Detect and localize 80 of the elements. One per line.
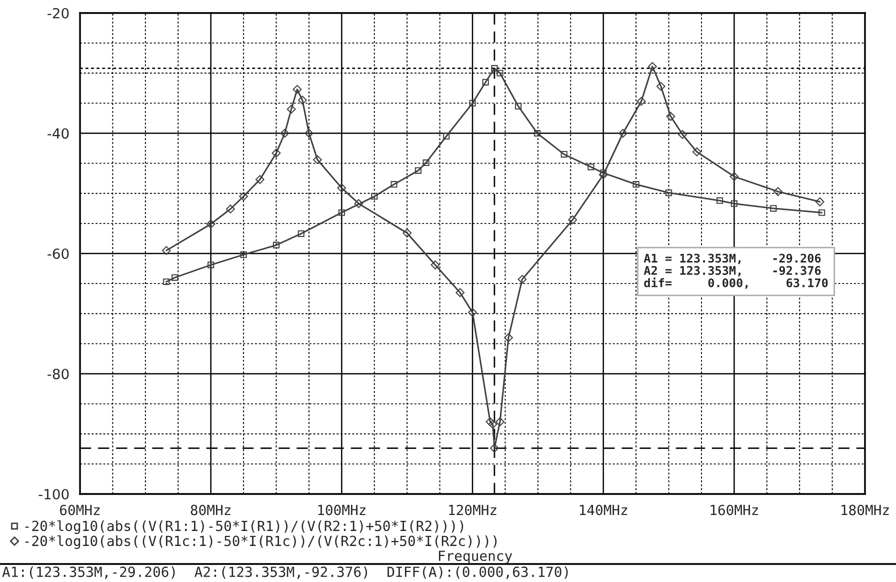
point: [456, 288, 465, 298]
point: [534, 130, 541, 137]
y-tick-label: -80: [48, 368, 69, 380]
point: [490, 444, 499, 453]
annotation: A1 = 123.353M, -29.206 A2 = 123.353M, -92.376 dif= 0.000, 63.170: [644, 254, 828, 289]
point: [488, 420, 498, 429]
x-axis-title: Frequency: [438, 550, 512, 564]
point: [666, 112, 676, 121]
point: [371, 193, 378, 200]
point: [730, 172, 739, 181]
point: [272, 148, 281, 158]
point: [815, 197, 824, 206]
point: [636, 96, 646, 106]
point: [338, 209, 345, 216]
point: [632, 181, 640, 188]
point: [298, 230, 304, 237]
x-tick-label: 100MHz: [318, 504, 366, 516]
point: [514, 102, 522, 110]
y-tick-label: -40: [48, 128, 69, 139]
point: [162, 246, 171, 255]
point: [354, 199, 364, 208]
point: [678, 130, 687, 139]
point: [648, 62, 657, 71]
point: [568, 215, 578, 224]
x-tick-label: 120MHz: [449, 504, 496, 516]
point: [255, 175, 264, 184]
text: A1:(123.353M,-29.206) A2:(123.353M,-92.376) DIFF(A):(0.000,63.170): [2, 566, 568, 579]
point: [468, 308, 477, 317]
point: [206, 220, 216, 228]
point: [496, 70, 504, 76]
point: [414, 167, 422, 174]
legend-label: -20*log10(abs((V(R1c:1)-50*I(R1c))/(V(R2c:1)+50*I(R2c)))): [25, 535, 497, 549]
point: [298, 96, 307, 105]
point: [208, 262, 214, 268]
point: [774, 187, 782, 196]
point: [656, 82, 666, 91]
point: [443, 132, 450, 140]
point: [469, 100, 476, 106]
point: [818, 209, 826, 216]
point: [496, 417, 504, 426]
point: [770, 205, 777, 212]
point: [716, 197, 724, 204]
point: [665, 189, 672, 196]
point: [240, 251, 247, 258]
point: [280, 128, 290, 138]
x-tick-label: 60MHz: [60, 504, 100, 516]
point: [588, 164, 594, 170]
point: [402, 228, 412, 238]
point: [239, 192, 248, 201]
point: [304, 128, 314, 138]
point: [390, 181, 398, 188]
point: [422, 159, 430, 166]
point: [430, 260, 440, 270]
point: [313, 155, 322, 164]
y-tick-label: -20: [48, 8, 69, 18]
point: [292, 84, 302, 94]
point: [272, 242, 280, 248]
point: [286, 104, 296, 114]
legend-label: -20*log10(abs((V(R1:1)-50*I(R1))/(V(R2:1)+50*I(R2)))): [25, 520, 464, 534]
x-tick-label: 160MHz: [710, 504, 758, 516]
point: [730, 200, 738, 207]
point: [560, 150, 568, 158]
point: [518, 274, 527, 284]
point: [598, 170, 608, 180]
point: [692, 147, 702, 156]
point: [226, 204, 235, 214]
x-tick-label: 180MHz: [842, 504, 889, 516]
point: [482, 78, 489, 86]
point: [491, 65, 498, 72]
x-tick-label: 140MHz: [580, 504, 628, 516]
point: [163, 278, 170, 286]
point: [618, 128, 628, 138]
point: [504, 333, 513, 342]
x-tick-label: 80MHz: [190, 504, 230, 516]
point: [600, 170, 607, 176]
point: [337, 184, 346, 192]
y-tick-label: -60: [48, 248, 69, 259]
point: [486, 417, 495, 426]
point: [172, 274, 178, 281]
y-tick-label: -100: [38, 488, 69, 500]
